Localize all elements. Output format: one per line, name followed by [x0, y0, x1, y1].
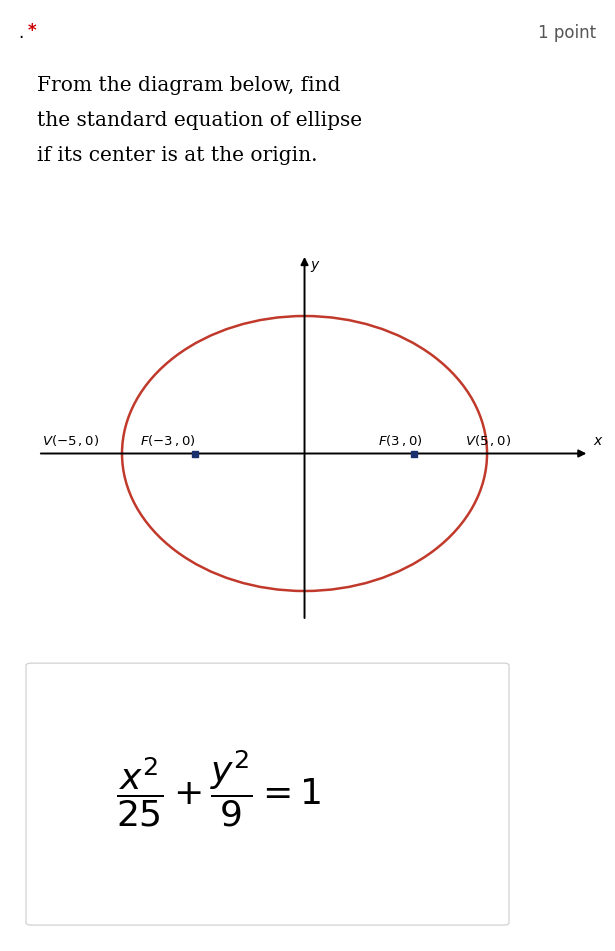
Text: $V(-5\,,0)$: $V(-5\,,0)$ [42, 433, 99, 448]
Text: if its center is at the origin.: if its center is at the origin. [37, 146, 317, 165]
Text: the standard equation of ellipse: the standard equation of ellipse [37, 111, 362, 130]
Text: .: . [18, 24, 24, 42]
Text: $V(5\,,0)$: $V(5\,,0)$ [465, 433, 511, 448]
Text: $x$: $x$ [593, 434, 603, 448]
Text: $F(3\,,0)$: $F(3\,,0)$ [378, 433, 422, 448]
Text: $\dfrac{x^2}{25} + \dfrac{y^2}{9} = 1$: $\dfrac{x^2}{25} + \dfrac{y^2}{9} = 1$ [116, 748, 322, 829]
Text: 1 point: 1 point [538, 24, 597, 42]
FancyBboxPatch shape [26, 663, 509, 925]
Text: *: * [28, 22, 36, 40]
Text: From the diagram below, find: From the diagram below, find [37, 76, 340, 95]
Text: $y$: $y$ [310, 259, 320, 274]
Text: $F(-3\,,0)$: $F(-3\,,0)$ [140, 433, 196, 448]
